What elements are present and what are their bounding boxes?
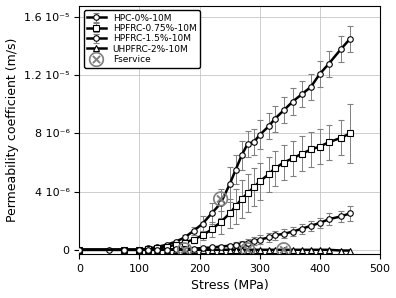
X-axis label: Stress (MPa): Stress (MPa) xyxy=(191,280,268,292)
Point xyxy=(217,197,224,201)
Point xyxy=(244,247,251,252)
Point xyxy=(181,247,188,252)
Point xyxy=(281,247,287,252)
Y-axis label: Permeability coefficient (m/s): Permeability coefficient (m/s) xyxy=(6,38,19,222)
Legend: HPC-0%-10M, HPFRC-0.75%-10M, HPFRC-1.5%-10M, UHPFRC-2%-10M, Fservice: HPC-0%-10M, HPFRC-0.75%-10M, HPFRC-1.5%-… xyxy=(84,10,200,68)
